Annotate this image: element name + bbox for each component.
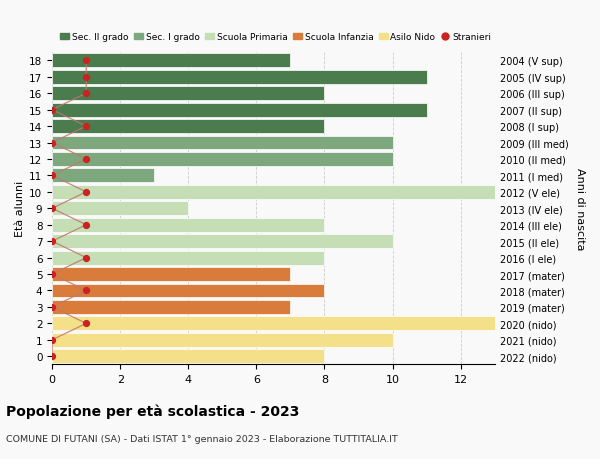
Bar [52,349,325,364]
Point [82,287,91,295]
Point [47,205,57,213]
Point [47,172,57,179]
Bar [52,202,188,216]
Point [82,156,91,163]
Bar [52,268,290,281]
Bar [52,169,154,183]
Point [47,140,57,147]
Point [82,74,91,81]
Y-axis label: Età alunni: Età alunni [15,181,25,237]
Bar [52,317,495,330]
Bar [52,71,427,84]
Bar [52,136,392,150]
Bar [52,185,495,199]
Bar [52,103,427,118]
Point [82,57,91,65]
Bar [52,218,325,232]
Point [47,238,57,245]
Legend: Sec. II grado, Sec. I grado, Scuola Primaria, Scuola Infanzia, Asilo Nido, Stran: Sec. II grado, Sec. I grado, Scuola Prim… [56,29,495,45]
Point [47,353,57,360]
Point [47,303,57,311]
Point [47,336,57,344]
Bar [52,284,325,298]
Bar [52,235,392,249]
Text: Popolazione per età scolastica - 2023: Popolazione per età scolastica - 2023 [6,404,299,419]
Point [47,106,57,114]
Point [82,222,91,229]
Bar [52,153,392,167]
Point [82,320,91,327]
Point [47,271,57,278]
Point [82,90,91,98]
Point [82,189,91,196]
Bar [52,87,325,101]
Bar [52,120,325,134]
Y-axis label: Anni di nascita: Anni di nascita [575,168,585,250]
Point [82,123,91,130]
Bar [52,300,290,314]
Bar [52,333,392,347]
Bar [52,251,325,265]
Bar [52,54,290,68]
Text: COMUNE DI FUTANI (SA) - Dati ISTAT 1° gennaio 2023 - Elaborazione TUTTITALIA.IT: COMUNE DI FUTANI (SA) - Dati ISTAT 1° ge… [6,434,398,442]
Point [82,254,91,262]
